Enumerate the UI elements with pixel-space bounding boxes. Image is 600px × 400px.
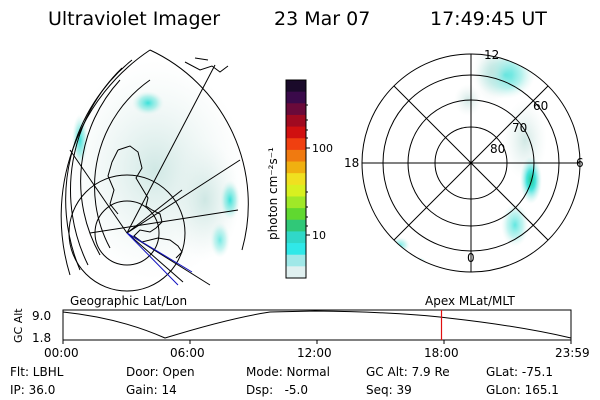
orbit-altitude-curve bbox=[62, 310, 572, 339]
colorbar-swatch bbox=[286, 161, 306, 174]
geographic-panel-label: Geographic Lat/Lon bbox=[70, 294, 187, 308]
coastline bbox=[107, 57, 229, 259]
mlt-label-6: 6 bbox=[576, 156, 584, 170]
colorbar-swatch bbox=[286, 219, 306, 233]
colorbar-swatch bbox=[286, 126, 306, 139]
colorbar-tick-10: 10 bbox=[312, 229, 326, 242]
seq-info: Seq: 39 bbox=[366, 383, 412, 397]
colorbar bbox=[285, 79, 307, 279]
mlat-label-80: 80 bbox=[490, 142, 505, 156]
colorbar-swatch bbox=[286, 231, 306, 244]
mlt-label-0: 0 bbox=[467, 251, 475, 265]
gain-info: Gain: 14 bbox=[126, 383, 177, 397]
mlt-label-12: 12 bbox=[484, 48, 499, 62]
colorbar-swatch bbox=[286, 254, 306, 267]
glat-info: GLat: -75.1 bbox=[486, 365, 553, 379]
colorbar-tick-100: 100 bbox=[312, 142, 333, 155]
instrument-title: Ultraviolet Imager bbox=[48, 8, 221, 30]
ip-info: IP: 36.0 bbox=[10, 383, 56, 397]
mlat-label-60: 60 bbox=[533, 99, 548, 113]
colorbar-swatch bbox=[286, 184, 306, 198]
colorbar-swatch bbox=[286, 138, 306, 151]
magnetic-meridian-lines bbox=[126, 232, 193, 286]
colorbar-swatch bbox=[286, 103, 306, 116]
aurora-emission bbox=[390, 54, 547, 267]
colorbar-swatch bbox=[286, 91, 306, 104]
gc-alt-info: GC Alt: 7.9 Re bbox=[366, 365, 450, 379]
aurora-emission-spot bbox=[132, 91, 164, 115]
time-tick-1800: 18:00 bbox=[424, 346, 459, 360]
polar-grid bbox=[361, 53, 581, 273]
colorbar-swatch bbox=[286, 80, 306, 93]
mode-info: Mode: Normal bbox=[246, 365, 330, 379]
colorbar-unit-label: photon cm⁻²s⁻¹ bbox=[266, 147, 280, 240]
apex-panel-label: Apex MLat/MLT bbox=[425, 294, 515, 308]
filter-info: Flt: LBHL bbox=[10, 365, 64, 379]
dsp-info: Dsp: -5.0 bbox=[246, 383, 309, 397]
colorbar-swatch bbox=[286, 196, 306, 209]
altitude-tick-min: 1.8 bbox=[32, 331, 51, 345]
colorbar-swatch bbox=[286, 173, 306, 186]
time-tick-0600: 06:00 bbox=[170, 346, 205, 360]
colorbar-swatch bbox=[286, 208, 306, 221]
observation-date: 23 Mar 07 bbox=[274, 8, 371, 30]
colorbar-swatch bbox=[286, 114, 306, 128]
door-info: Door: Open bbox=[126, 365, 195, 379]
colorbar-swatch bbox=[286, 243, 306, 256]
geo-grid bbox=[60, 49, 249, 292]
observation-time: 17:49:45 UT bbox=[430, 8, 547, 30]
mlat-label-70: 70 bbox=[512, 121, 527, 135]
glon-info: GLon: 165.1 bbox=[486, 383, 559, 397]
time-tick-1200: 12:00 bbox=[297, 346, 332, 360]
colorbar-swatch bbox=[286, 149, 306, 163]
colorbar-swatch bbox=[286, 266, 306, 279]
altitude-plot bbox=[62, 309, 572, 344]
time-tick-0000: 00:00 bbox=[44, 346, 79, 360]
altitude-axis-label: GC Alt bbox=[12, 308, 25, 343]
time-tick-2359: 23:59 bbox=[555, 346, 590, 360]
colorbar-frame bbox=[285, 79, 307, 279]
mlt-label-18: 18 bbox=[344, 156, 359, 170]
altitude-tick-max: 9.0 bbox=[32, 309, 51, 323]
geographic-map bbox=[65, 60, 245, 280]
